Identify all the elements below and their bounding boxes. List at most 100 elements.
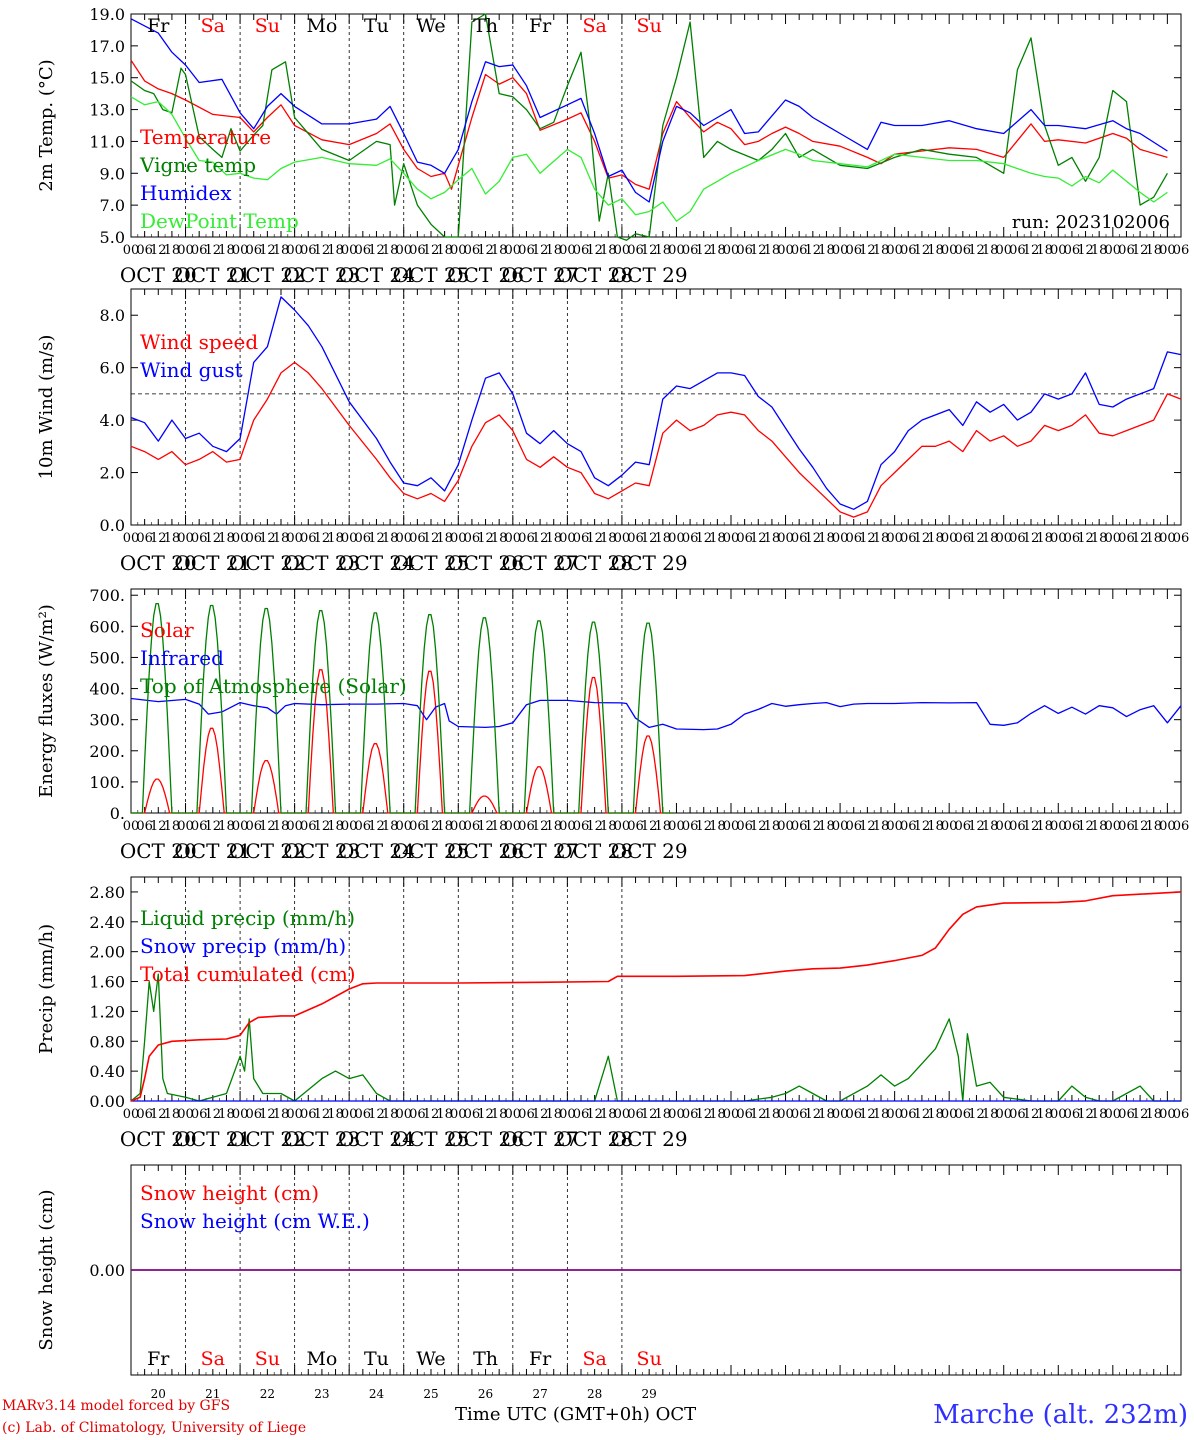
date-label: OCT 21 xyxy=(174,1127,251,1151)
y-tick-label: 600. xyxy=(89,617,125,636)
hour-label: 12 xyxy=(532,1107,549,1122)
y-tick-label: 200. xyxy=(89,742,125,761)
hour-label: 18 xyxy=(655,243,672,258)
y-tick-label: 8.0 xyxy=(100,306,125,325)
day-number-label: 28 xyxy=(587,1387,602,1401)
date-label: OCT 20 xyxy=(120,551,197,575)
hour-label: 06 xyxy=(355,531,372,546)
y-tick-label: 0.00 xyxy=(89,1092,125,1111)
y-tick-label: 700. xyxy=(89,586,125,605)
hour-label: 00 xyxy=(832,531,849,546)
y-tick-label: 5.0 xyxy=(100,228,125,247)
date-label: OCT 26 xyxy=(447,263,524,287)
hour-label: 18 xyxy=(327,531,344,546)
panel-3: 0006121800061218000612180006121800061218… xyxy=(36,586,1189,863)
hour-label: 06 xyxy=(191,243,208,258)
day-number-label: 24 xyxy=(369,1387,385,1401)
hour-label: 12 xyxy=(586,819,603,834)
hour-label: 12 xyxy=(695,243,712,258)
station-name: Marche (alt. 232m) xyxy=(933,1400,1188,1430)
hour-label: 18 xyxy=(273,531,290,546)
hour-label: 00 xyxy=(1159,819,1176,834)
day-number-label: 26 xyxy=(478,1387,493,1401)
date-label: OCT 29 xyxy=(611,1127,688,1151)
hour-label: 00 xyxy=(995,531,1012,546)
weekday-label: Fr xyxy=(529,1348,552,1370)
hour-label: 00 xyxy=(177,819,194,834)
hour-label: 00 xyxy=(559,531,576,546)
hour-label: 12 xyxy=(1077,243,1094,258)
hour-label: 18 xyxy=(1145,819,1162,834)
date-label: OCT 21 xyxy=(174,551,251,575)
hour-label: 06 xyxy=(191,531,208,546)
hour-label: 06 xyxy=(191,1107,208,1122)
hour-label: 00 xyxy=(995,819,1012,834)
plot-frame xyxy=(130,13,1182,238)
series-line xyxy=(130,13,1168,241)
hour-label: 18 xyxy=(764,819,781,834)
hour-label: 06 xyxy=(355,1107,372,1122)
hour-label: 12 xyxy=(1023,531,1040,546)
hour-label: 00 xyxy=(941,819,958,834)
hour-label: 00 xyxy=(668,819,685,834)
y-tick-label: 19.0 xyxy=(89,5,125,24)
hour-label: 00 xyxy=(505,819,522,834)
legend-entry: Vigne temp xyxy=(139,153,256,177)
date-label: OCT 23 xyxy=(283,839,360,863)
hour-label: 00 xyxy=(177,531,194,546)
hour-label: 00 xyxy=(123,243,140,258)
hour-label: 12 xyxy=(314,819,331,834)
hour-label: 00 xyxy=(614,819,631,834)
weekday-label: Fr xyxy=(147,1348,170,1370)
hour-label: 18 xyxy=(1036,243,1053,258)
y-tick-label: 0.0 xyxy=(100,516,125,535)
hour-label: 18 xyxy=(1036,531,1053,546)
hour-label: 12 xyxy=(968,531,985,546)
hour-label: 06 xyxy=(1064,243,1081,258)
hour-label: 06 xyxy=(682,819,699,834)
legend-entry: Top of Atmosphere (Solar) xyxy=(140,674,407,698)
hour-label: 06 xyxy=(627,243,644,258)
hour-label: 00 xyxy=(723,243,740,258)
hour-label: 18 xyxy=(818,531,835,546)
hour-label: 12 xyxy=(968,1107,985,1122)
hour-label: 12 xyxy=(423,1107,440,1122)
hour-label: 18 xyxy=(164,243,181,258)
hour-label: 00 xyxy=(450,531,467,546)
hour-label: 18 xyxy=(545,531,562,546)
hour-label: 12 xyxy=(586,1107,603,1122)
hour-label: 18 xyxy=(873,1107,890,1122)
hour-label: 00 xyxy=(941,531,958,546)
hour-label: 00 xyxy=(941,243,958,258)
date-label: OCT 20 xyxy=(120,1127,197,1151)
hour-label: 06 xyxy=(1009,243,1026,258)
hour-label: 06 xyxy=(518,531,535,546)
hour-label: 18 xyxy=(164,1107,181,1122)
date-label: OCT 25 xyxy=(393,1127,470,1151)
hour-label: 06 xyxy=(191,819,208,834)
y-axis-title: Snow height (cm) xyxy=(36,1189,57,1350)
hour-label: 00 xyxy=(723,531,740,546)
hour-label: 00 xyxy=(559,819,576,834)
hour-label: 18 xyxy=(600,243,617,258)
hour-label: 18 xyxy=(709,243,726,258)
hour-label: 06 xyxy=(1064,531,1081,546)
hour-label: 18 xyxy=(218,819,235,834)
weekday-label: Tu xyxy=(364,15,389,37)
hour-label: 12 xyxy=(1132,243,1149,258)
hour-label: 06 xyxy=(845,243,862,258)
hour-label: 00 xyxy=(995,243,1012,258)
hour-label: 00 xyxy=(559,1107,576,1122)
hour-label: 06 xyxy=(845,819,862,834)
legend-entry: Infrared xyxy=(140,646,224,670)
hour-label: 06 xyxy=(845,531,862,546)
hour-label: 12 xyxy=(1132,1107,1149,1122)
hour-label: 06 xyxy=(627,531,644,546)
hour-label: 06 xyxy=(955,1107,972,1122)
hour-label: 12 xyxy=(695,819,712,834)
hour-label: 12 xyxy=(259,819,276,834)
series-line xyxy=(130,891,1182,1102)
hour-label: 06 xyxy=(409,531,426,546)
hour-label: 18 xyxy=(1091,531,1108,546)
y-tick-label: 11.0 xyxy=(89,132,125,151)
